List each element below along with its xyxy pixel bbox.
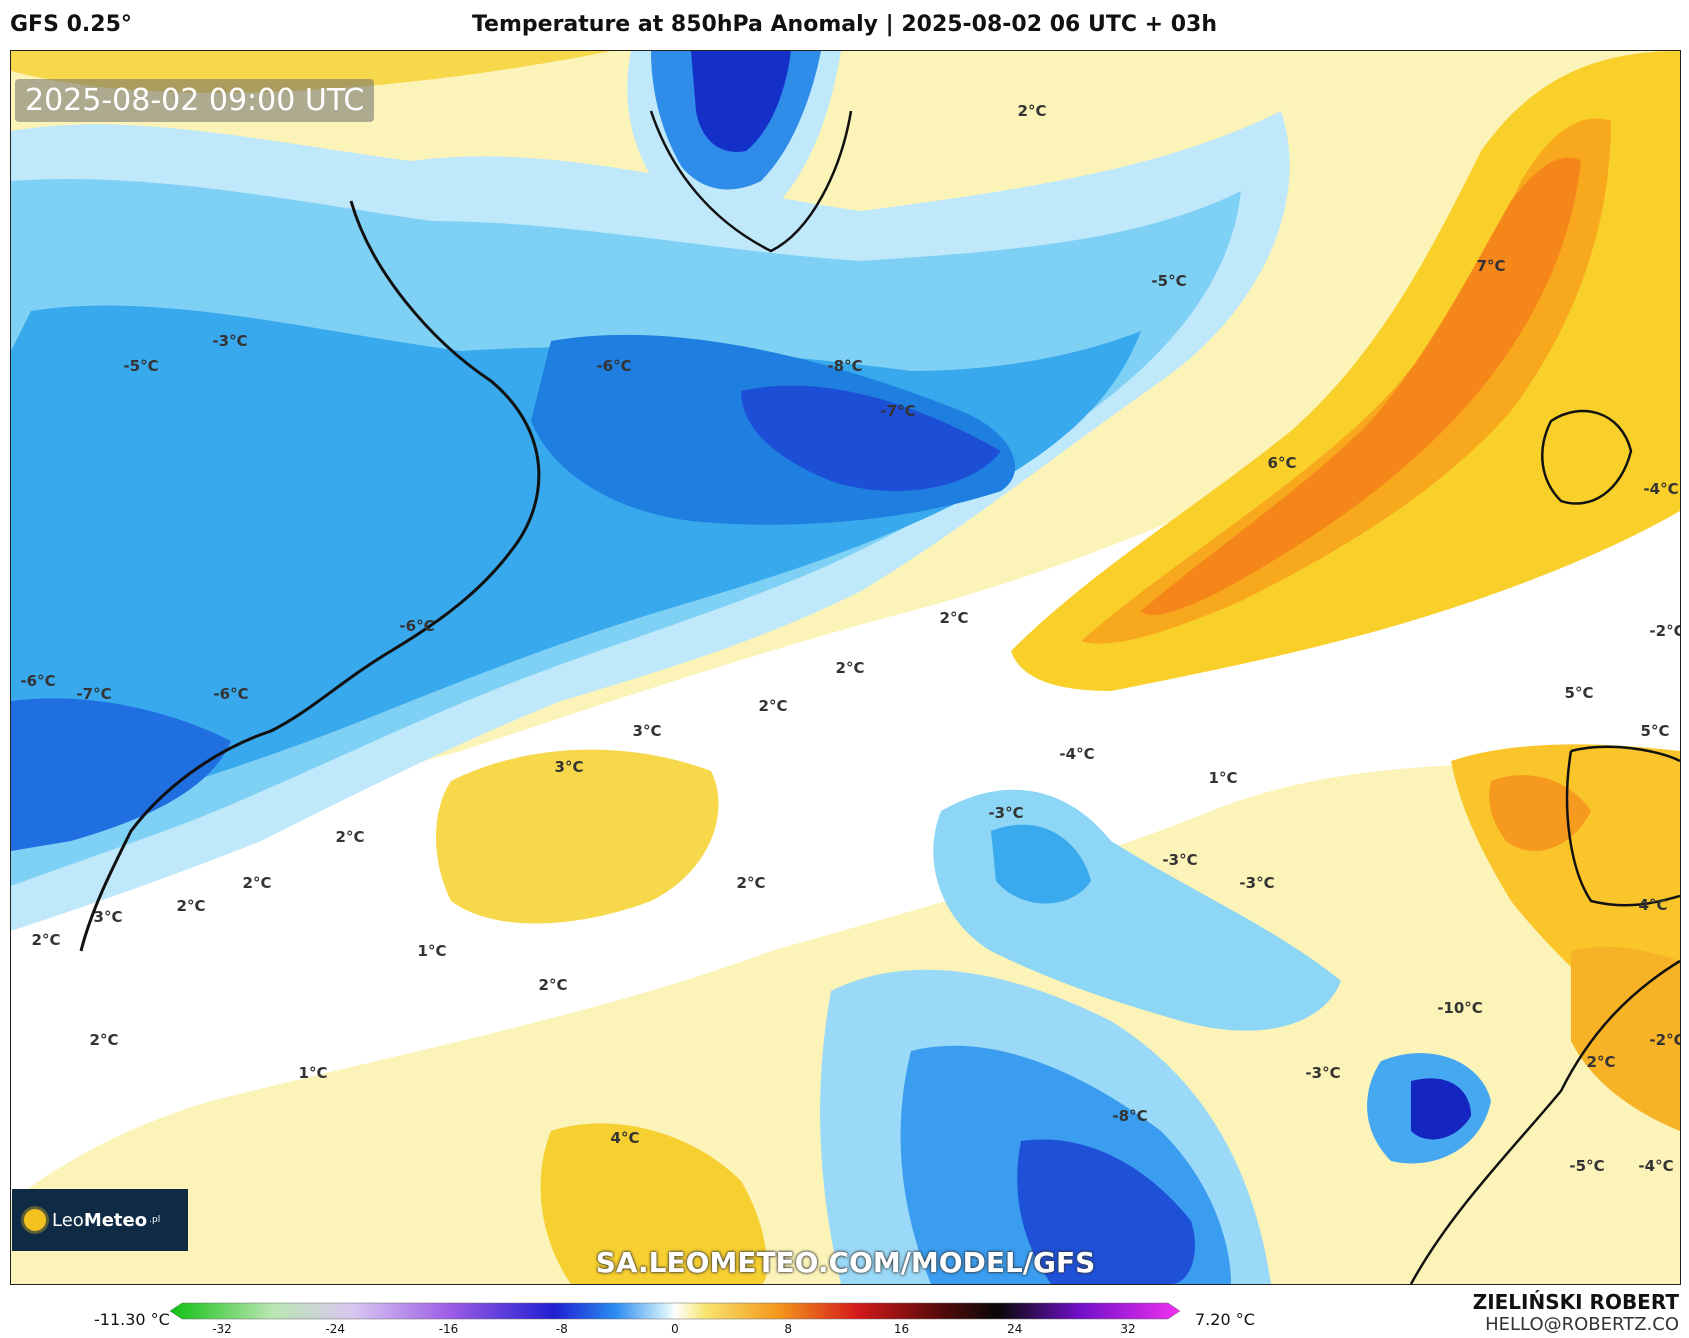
source-watermark: SA.LEOMETEO.COM/MODEL/GFS — [595, 1246, 1096, 1279]
map-title: Temperature at 850hPa Anomaly | 2025-08-… — [471, 12, 1218, 37]
iberia-coastline — [1565, 745, 1680, 907]
isotherm-label: 3°C — [632, 722, 662, 740]
isotherm-label: 2°C — [89, 1031, 119, 1049]
isotherm-label: -7°C — [76, 685, 112, 703]
neutral-band — [11, 231, 1680, 1201]
warm-tongue-core — [1141, 157, 1581, 615]
isotherm-label: -8°C — [827, 357, 863, 375]
leometeo-logo[interactable]: Leo Meteo .pl — [12, 1189, 188, 1251]
colorbar-tick-label: 24 — [1007, 1322, 1023, 1336]
isotherm-label: -3°C — [988, 804, 1024, 822]
colorbar — [170, 1302, 1180, 1320]
isotherm-label: -3°C — [1239, 874, 1275, 892]
isotherm-label: -7°C — [880, 402, 916, 420]
isotherm-label: 1°C — [417, 942, 447, 960]
colorbar-tick-label: -8 — [555, 1322, 568, 1336]
isotherm-label: -10°C — [1437, 999, 1483, 1017]
mid-atlantic-warm — [436, 749, 719, 924]
greenland-core — [691, 51, 791, 152]
isotherm-label: -6°C — [213, 685, 249, 703]
isotherm-label: 2°C — [242, 874, 272, 892]
colorbar-tick-label: -24 — [325, 1322, 346, 1336]
isotherm-label: -8°C — [1112, 1107, 1148, 1125]
africa-coastline — [1409, 959, 1680, 1284]
isotherm-label: 2°C — [835, 659, 865, 677]
cold-core-deep — [741, 385, 1001, 491]
isotherm-label: 6°C — [1267, 454, 1297, 472]
valid-time-label: 2025-08-02 09:00 UTC — [15, 79, 375, 122]
anomaly-map[interactable]: 2025-08-02 09:00 UTC 2°C -3°C -5°C -6°C … — [10, 50, 1681, 1285]
ireland-coastline — [1541, 409, 1633, 505]
colorbar-tick-label: -16 — [438, 1322, 459, 1336]
greenland-coastline — [649, 110, 853, 253]
colorbar-tick-label: -32 — [212, 1322, 232, 1336]
isotherm-label: 2°C — [1586, 1053, 1616, 1071]
isotherm-label: 5°C — [1564, 684, 1594, 702]
isotherm-label: 3°C — [554, 758, 584, 776]
canary-cold-core — [1411, 1078, 1471, 1140]
colorbar-max-label: 7.20 °C — [1195, 1310, 1255, 1329]
isotherm-label: -4°C — [1643, 480, 1679, 498]
isotherm-label: 2°C — [1017, 102, 1047, 120]
azores-cold-mid — [991, 824, 1091, 904]
model-name: GFS 0.25° — [10, 12, 132, 37]
isotherm-label: -4°C — [1638, 1157, 1674, 1175]
isotherm-label: 4°C — [610, 1129, 640, 1147]
colorbar-tick-label: 32 — [1120, 1322, 1136, 1336]
logo-suffix: .pl — [149, 1215, 161, 1225]
isotherm-label: 2°C — [758, 697, 788, 715]
isotherm-label: 4°C — [1638, 896, 1668, 914]
isotherm-label: 1°C — [298, 1064, 328, 1082]
isotherm-label: -6°C — [596, 357, 632, 375]
isotherm-label: -3°C — [1162, 851, 1198, 869]
isotherm-label: -3°C — [1305, 1064, 1341, 1082]
isotherm-label: -6°C — [399, 617, 435, 635]
anomaly-field — [11, 51, 1680, 1284]
logo-text-bold: Meteo — [83, 1209, 148, 1231]
isotherm-label: 2°C — [31, 931, 61, 949]
africa-warm — [1571, 946, 1680, 1131]
isotherm-label: -4°C — [1059, 745, 1095, 763]
colorbar-tick-label: 8 — [784, 1322, 793, 1336]
isotherm-label: 5°C — [1640, 722, 1670, 740]
logo-text-light: Leo — [52, 1209, 84, 1231]
isotherm-label: 2°C — [939, 609, 969, 627]
isotherm-label: -6°C — [20, 672, 56, 690]
south-cold-core — [1017, 1139, 1195, 1284]
author-email[interactable]: HELLO@ROBERTZ.CO — [1485, 1314, 1679, 1335]
colorbar-min-label: -11.30 °C — [94, 1310, 170, 1329]
isotherm-label: 3°C — [93, 908, 123, 926]
isotherm-label: -2°C — [1649, 1031, 1680, 1049]
isotherm-label: 2°C — [736, 874, 766, 892]
na-coastline — [79, 200, 541, 952]
cold-core-coast — [11, 698, 231, 851]
isotherm-label: -5°C — [1151, 272, 1187, 290]
isotherm-label: 1°C — [1208, 769, 1238, 787]
iberia-core — [1489, 775, 1591, 851]
isotherm-label: 2°C — [335, 828, 365, 846]
sun-icon — [24, 1209, 46, 1231]
isotherm-label: -2°C — [1649, 622, 1680, 640]
isotherm-label: -3°C — [212, 332, 248, 350]
colorbar-tick-label: 0 — [671, 1322, 679, 1336]
isotherm-label: -5°C — [1569, 1157, 1605, 1175]
isotherm-label: -5°C — [123, 357, 159, 375]
author-name: ZIELIŃSKI ROBERT — [1472, 1290, 1679, 1314]
colorbar-tick-label: 16 — [893, 1322, 910, 1336]
isotherm-label: 2°C — [538, 976, 568, 994]
isotherm-label: 2°C — [176, 897, 206, 915]
caribbean-warm — [540, 1123, 767, 1284]
isotherm-label: 7°C — [1476, 257, 1506, 275]
